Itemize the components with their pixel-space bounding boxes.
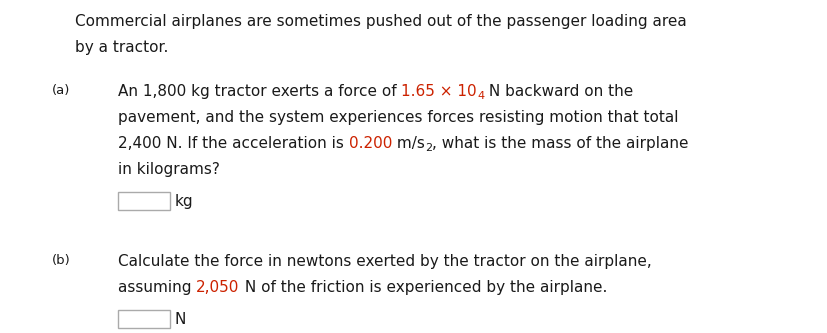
- Text: Commercial airplanes are sometimes pushed out of the passenger loading area: Commercial airplanes are sometimes pushe…: [75, 14, 686, 29]
- Text: kg: kg: [174, 194, 194, 209]
- Text: assuming: assuming: [118, 280, 196, 295]
- Text: N of the friction is experienced by the airplane.: N of the friction is experienced by the …: [240, 280, 606, 295]
- Text: 2,400 N. If the acceleration is: 2,400 N. If the acceleration is: [118, 136, 348, 151]
- Bar: [118, 192, 170, 210]
- Text: An 1,800 kg tractor exerts a force of: An 1,800 kg tractor exerts a force of: [118, 84, 401, 99]
- Text: 1.65 × 10: 1.65 × 10: [401, 84, 476, 99]
- Text: 2,050: 2,050: [196, 280, 240, 295]
- Text: by a tractor.: by a tractor.: [75, 40, 168, 55]
- Text: , what is the mass of the airplane: , what is the mass of the airplane: [432, 136, 688, 151]
- Text: 0.200: 0.200: [348, 136, 392, 151]
- Text: (b): (b): [52, 254, 70, 267]
- Text: (a): (a): [52, 84, 70, 97]
- Text: 4: 4: [476, 91, 484, 101]
- Text: m/s: m/s: [392, 136, 424, 151]
- Text: Calculate the force in newtons exerted by the tractor on the airplane,: Calculate the force in newtons exerted b…: [118, 254, 651, 269]
- Text: N: N: [174, 312, 186, 327]
- Text: in kilograms?: in kilograms?: [118, 162, 220, 177]
- Bar: [118, 310, 170, 328]
- Text: 2: 2: [424, 143, 432, 153]
- Text: pavement, and the system experiences forces resisting motion that total: pavement, and the system experiences for…: [118, 110, 677, 125]
- Text: N backward on the: N backward on the: [484, 84, 633, 99]
